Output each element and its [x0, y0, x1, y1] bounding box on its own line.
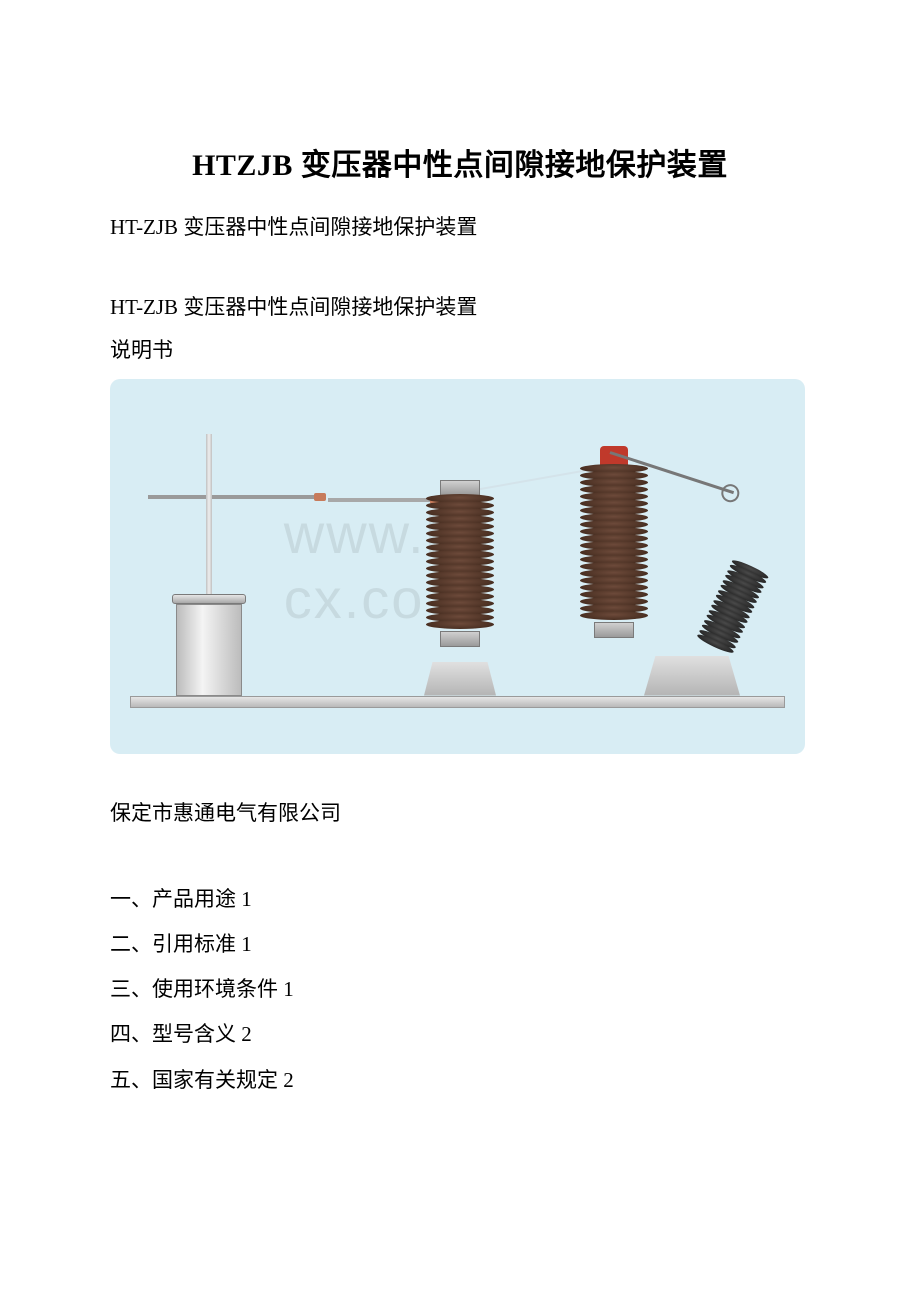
horizontal-electrode-mid	[328, 498, 432, 502]
product-figure: www.bd cx.co document.write(Array(19).fi…	[110, 379, 805, 754]
insulator-middle: document.write(Array(19).fill('<div clas…	[426, 478, 494, 696]
company-name: 保定市惠通电气有限公司	[110, 798, 810, 830]
toc-item: 二、引用标准 1	[110, 922, 810, 967]
vertical-rod	[206, 434, 212, 604]
toc-item: 三、使用环境条件 1	[110, 967, 810, 1012]
table-of-contents: 一、产品用途 1 二、引用标准 1 三、使用环境条件 1 四、型号含义 2 五、…	[110, 877, 810, 1103]
cylinder-cap	[172, 594, 246, 604]
metal-cylinder	[176, 604, 242, 696]
subtitle-line-1: HT-ZJB 变压器中性点间隙接地保护装置	[110, 212, 810, 244]
subtitle-line-2: HT-ZJB 变压器中性点间隙接地保护装置	[110, 292, 810, 324]
toc-item: 五、国家有关规定 2	[110, 1058, 810, 1103]
horizontal-electrode-left	[148, 495, 316, 499]
document-title: HTZJB 变压器中性点间隙接地保护装置	[110, 140, 810, 184]
toc-item: 一、产品用途 1	[110, 877, 810, 922]
manual-label: 说明书	[110, 335, 810, 367]
base-plate	[130, 696, 785, 708]
toc-item: 四、型号含义 2	[110, 1012, 810, 1057]
insulator-right: document.write(Array(22).fill('<div clas…	[580, 446, 648, 696]
